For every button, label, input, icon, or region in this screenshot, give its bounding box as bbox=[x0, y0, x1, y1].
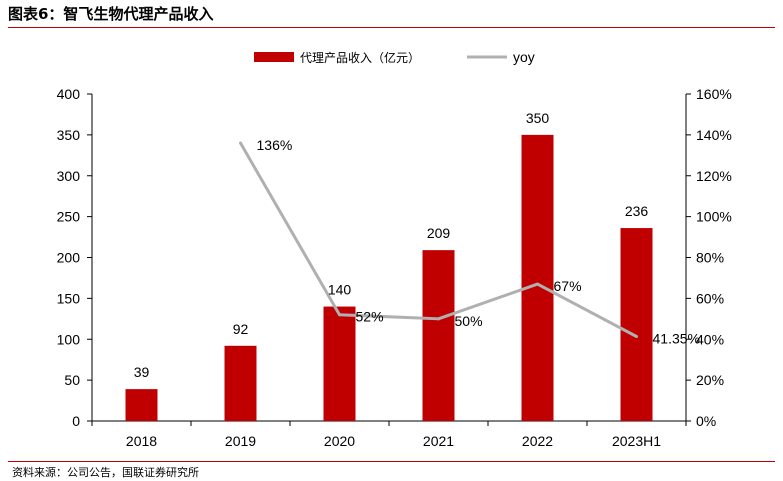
y-right-tick-label: 120% bbox=[696, 168, 732, 184]
y-right-tick-label: 40% bbox=[696, 331, 724, 347]
revenue-bar-label: 350 bbox=[526, 110, 550, 126]
yoy-point-label: 50% bbox=[455, 313, 483, 329]
x-tick-label: 2022 bbox=[522, 433, 553, 449]
chart-title: 图表6：智飞生物代理产品收入 bbox=[8, 5, 214, 23]
y-right-tick-label: 60% bbox=[696, 290, 724, 306]
revenue-bar-label: 92 bbox=[233, 321, 249, 337]
revenue-bar-label: 236 bbox=[625, 203, 649, 219]
y-right-tick-label: 20% bbox=[696, 372, 724, 388]
yoy-point bbox=[635, 334, 638, 338]
top-divider bbox=[8, 27, 775, 28]
y-left-tick-label: 150 bbox=[57, 290, 81, 306]
revenue-bar bbox=[422, 250, 455, 421]
y-left-tick-label: 400 bbox=[57, 86, 81, 102]
bottom-divider bbox=[8, 461, 775, 462]
x-tick-label: 2021 bbox=[423, 433, 454, 449]
yoy-point-label: 136% bbox=[257, 137, 293, 153]
y-right-tick-label: 140% bbox=[696, 127, 732, 143]
y-right-tick-label: 160% bbox=[696, 86, 732, 102]
y-right-tick-label: 80% bbox=[696, 250, 724, 266]
legend-label-yoy: yoy bbox=[513, 49, 535, 65]
yoy-point bbox=[536, 282, 539, 286]
revenue-bar-label: 39 bbox=[134, 364, 150, 380]
data-labels: 39 92 140 209 350 236 136% 52% 50% 67% 41.35% bbox=[134, 110, 700, 380]
y-left-tick-label: 200 bbox=[57, 250, 81, 266]
y-left-tick-label: 0 bbox=[72, 413, 80, 429]
legend: 代理产品收入（亿元） yoy bbox=[254, 49, 535, 65]
yoy-point-label: 67% bbox=[554, 278, 582, 294]
legend-swatch-revenue bbox=[254, 52, 294, 62]
y-left-tick-label: 300 bbox=[57, 168, 81, 184]
revenue-bar bbox=[521, 134, 554, 421]
revenue-bar-label: 140 bbox=[328, 282, 352, 298]
revenue-bar bbox=[620, 228, 653, 421]
revenue-bar bbox=[125, 389, 158, 421]
x-tick-label: 2018 bbox=[126, 433, 157, 449]
y-left-tick-label: 100 bbox=[57, 331, 81, 347]
bar-series bbox=[125, 134, 653, 421]
x-tick-label: 2019 bbox=[225, 433, 256, 449]
yoy-point-label: 41.35% bbox=[653, 330, 700, 346]
y-left-tick-label: 350 bbox=[57, 127, 81, 143]
y-right-tick-label: 100% bbox=[696, 209, 732, 225]
legend-label-revenue: 代理产品收入（亿元） bbox=[300, 50, 420, 65]
revenue-bar bbox=[323, 306, 356, 421]
x-tick-label: 2023H1 bbox=[612, 433, 661, 449]
x-tick-label: 2020 bbox=[324, 433, 355, 449]
y-right-tick-label: 0% bbox=[696, 413, 716, 429]
yoy-point bbox=[437, 317, 440, 321]
yoy-point bbox=[338, 313, 341, 317]
y-left-tick-label: 250 bbox=[57, 209, 81, 225]
axes: 0 50 100 150 200 250 300 350 400 0% 20% 40% 60% 80% 10… bbox=[57, 86, 732, 449]
yoy-point bbox=[239, 141, 242, 145]
y-left-tick-label: 50 bbox=[64, 372, 80, 388]
revenue-bar-label: 209 bbox=[427, 225, 451, 241]
yoy-line-series bbox=[239, 141, 638, 338]
revenue-bar bbox=[224, 345, 257, 421]
source-note: 资料来源：公司公告，国联证券研究所 bbox=[12, 466, 199, 479]
yoy-point-label: 52% bbox=[356, 309, 384, 325]
